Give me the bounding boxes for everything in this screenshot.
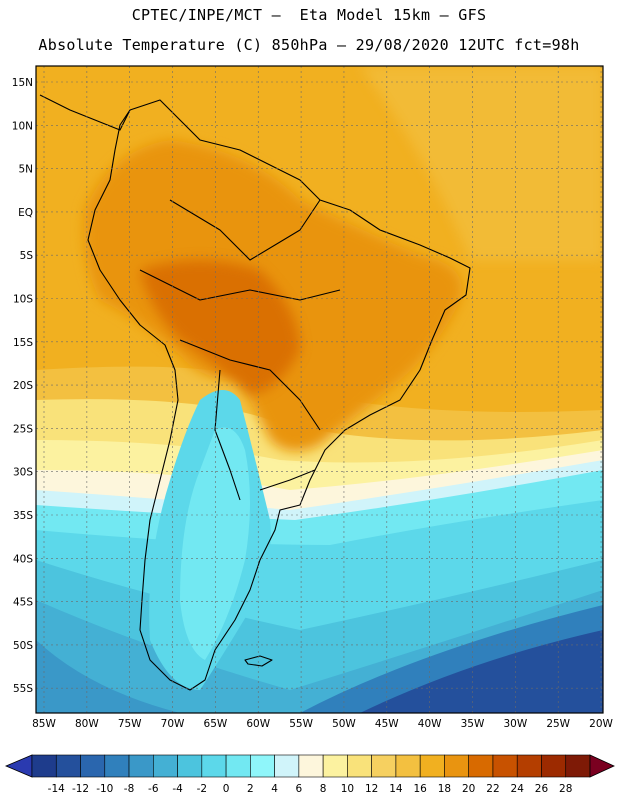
colorbar-tick-label: -6 — [148, 783, 159, 795]
lat-label: 5S — [20, 250, 34, 262]
central-america-outline — [39, 94, 131, 131]
lon-label: 55W — [289, 718, 313, 730]
border-south — [179, 339, 321, 431]
map-frame — [35, 65, 604, 714]
lat-label: 15S — [13, 337, 33, 349]
map-title: CPTEC/INPE/MCT – Eta Model 15km – GFS — [131, 6, 487, 24]
colorbar-swatch — [225, 754, 251, 778]
colorbar-tick-label: -12 — [72, 783, 89, 795]
colorbar-tick-label: 18 — [438, 783, 451, 795]
colorbar-tick-label: 26 — [535, 783, 549, 795]
colorbar-swatch — [322, 754, 348, 778]
lon-label: 30W — [503, 718, 527, 730]
colorbar-swatch — [104, 754, 130, 778]
colorbar-tick-label: 4 — [271, 783, 278, 795]
colorbar-swatch — [128, 754, 154, 778]
colorbar-tick-label: 0 — [223, 783, 230, 795]
field-minus6-sw — [36, 640, 180, 713]
colorbar-tick-label: 10 — [341, 783, 354, 795]
colorbar-swatch — [201, 754, 227, 778]
border-north — [169, 199, 321, 261]
lat-label: 20S — [13, 380, 33, 392]
lon-label: 25W — [546, 718, 570, 730]
lat-label: 15N — [12, 77, 33, 89]
lon-label: 70W — [161, 718, 185, 730]
temperature-field — [36, 66, 603, 713]
lat-label: 50S — [13, 640, 33, 652]
colorbar-tick-label: -2 — [197, 783, 207, 795]
lat-label: EQ — [18, 207, 33, 219]
colorbar-swatch — [419, 754, 445, 778]
colorbar-tick-label: 8 — [320, 783, 327, 795]
field-minus12 — [360, 630, 603, 713]
colorbar-tick-label: 22 — [486, 783, 499, 795]
colorbar-tick-label: 20 — [462, 783, 475, 795]
colorbar-tick-label: -4 — [172, 783, 183, 795]
lon-label: 45W — [375, 718, 399, 730]
colorbar-swatch — [395, 754, 421, 778]
colorbar-swatch — [31, 754, 57, 778]
border-uruguay — [259, 469, 316, 491]
colorbar-tick-label: 6 — [296, 783, 303, 795]
colorbar-swatch — [177, 754, 203, 778]
border-central — [139, 269, 341, 301]
colorbar-under-arrow — [4, 754, 33, 778]
lat-label: 5N — [18, 164, 33, 176]
lat-label: 10S — [13, 294, 33, 306]
coastline — [39, 94, 471, 691]
colorbar-ticks: -14 -12 -10 -8 -6 -4 -2 0 2 4 6 8 10 12 14 16 18 20 22 24 26… — [48, 783, 573, 795]
colorbar-tick-label: 28 — [559, 783, 572, 795]
colorbar-tick-label: 12 — [365, 783, 378, 795]
border-andes — [214, 369, 241, 501]
colorbar — [4, 754, 615, 778]
colorbar-swatch — [153, 754, 178, 778]
latitude-labels: 15N 10N 5N EQ 5S 10S 15S 20S 25S 30S 35S 40S 45S 50S 5… — [12, 77, 34, 695]
colorbar-tick-label: 2 — [247, 783, 254, 795]
colorbar-swatch — [298, 754, 324, 778]
field-16-18-north — [360, 66, 603, 260]
colorbar-swatch — [541, 754, 567, 778]
lon-label: 75W — [118, 718, 142, 730]
colorbar-swatch — [274, 754, 300, 778]
lon-label: 60W — [246, 718, 270, 730]
colorbar-tick-label: 16 — [413, 783, 427, 795]
field-22-24-land — [140, 260, 300, 395]
lon-label: 85W — [32, 718, 56, 730]
colorbar-swatch — [371, 754, 397, 778]
lat-label: 25S — [13, 423, 33, 435]
map-subtitle: Absolute Temperature (C) 850hPa – 29/08/… — [38, 36, 580, 54]
colorbar-swatch — [516, 754, 542, 778]
colorbar-swatch — [250, 754, 275, 778]
lat-label: 55S — [13, 683, 33, 695]
colorbar-swatch — [444, 754, 469, 778]
longitude-labels: 85W 80W 75W 70W 65W 60W 55W 50W 45W 40W 35W 30W 25W 2… — [32, 718, 613, 730]
colorbar-tick-label: -8 — [124, 783, 134, 795]
colorbar-swatch — [55, 754, 81, 778]
lon-label: 40W — [418, 718, 442, 730]
colorbar-swatch — [347, 754, 372, 778]
lat-label: 45S — [13, 597, 33, 609]
lat-label: 10N — [12, 120, 33, 132]
colorbar-swatch — [565, 754, 591, 778]
colorbar-tick-label: -14 — [48, 783, 65, 795]
lon-label: 20W — [589, 718, 613, 730]
colorbar-tick-label: -10 — [96, 783, 113, 795]
colorbar-swatch — [468, 754, 494, 778]
lon-label: 80W — [75, 718, 99, 730]
colorbar-tick-label: 24 — [511, 783, 525, 795]
falkland-islands — [244, 655, 273, 667]
colorbar-swatch — [492, 754, 518, 778]
colorbar-tick-label: 14 — [389, 783, 403, 795]
colorbar-over-arrow — [589, 754, 615, 778]
lon-label: 65W — [204, 718, 228, 730]
lat-label: 40S — [13, 553, 33, 565]
lat-label: 30S — [13, 467, 33, 479]
continent-outline — [87, 99, 471, 691]
lon-label: 35W — [461, 718, 485, 730]
lon-label: 50W — [332, 718, 356, 730]
lat-label: 35S — [13, 510, 33, 522]
colorbar-swatch — [80, 754, 106, 778]
